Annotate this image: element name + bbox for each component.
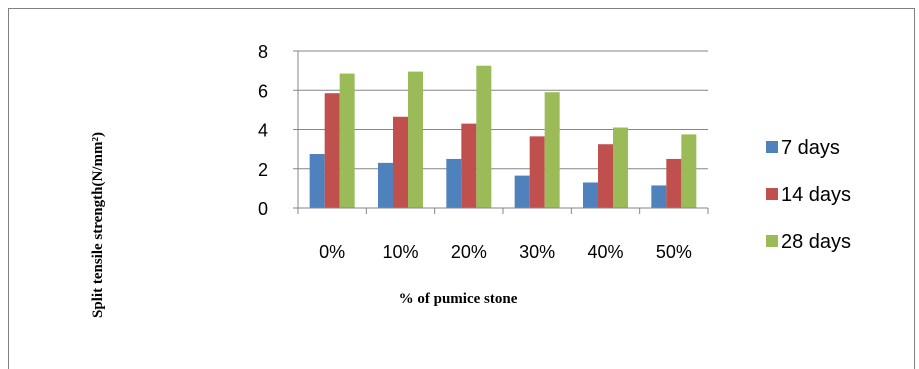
legend-swatch bbox=[766, 141, 778, 153]
legend-label: 28 days bbox=[781, 231, 851, 253]
bar-7-days-40pct bbox=[583, 182, 598, 208]
bar-7-days-30pct bbox=[514, 175, 530, 208]
bar-7-days-0pct bbox=[309, 154, 325, 208]
bar-28-days-40pct bbox=[613, 127, 628, 208]
x-axis-label: % of pumice stone bbox=[399, 291, 518, 307]
bar-28-days-50pct bbox=[681, 134, 697, 208]
y-tick-label: 8 bbox=[258, 42, 268, 62]
gridlines bbox=[298, 50, 708, 170]
bar-28-days-10pct bbox=[408, 71, 423, 208]
bar-28-days-0pct bbox=[339, 73, 355, 208]
y-tick-label: 0 bbox=[258, 199, 268, 219]
y-tick-label: 2 bbox=[258, 160, 268, 180]
bar-7-days-50pct bbox=[651, 185, 667, 208]
legend-swatch bbox=[766, 235, 778, 247]
x-tick-label: 10% bbox=[382, 242, 418, 262]
bar-14-days-20pct bbox=[461, 123, 477, 208]
x-tick-label: 30% bbox=[519, 242, 555, 262]
legend: 7 days 14 days 28 days bbox=[766, 137, 851, 253]
bar-14-days-50pct bbox=[666, 158, 682, 208]
x-tick-label: 0% bbox=[319, 242, 345, 262]
y-tick-label: 6 bbox=[258, 81, 268, 101]
y-tick-label: 4 bbox=[258, 121, 268, 141]
bar-28-days-20pct bbox=[476, 65, 492, 208]
y-axis-label: Split tensile strength(N/mm²) bbox=[90, 132, 106, 318]
legend-label: 7 days bbox=[781, 137, 840, 159]
x-tick-label: 40% bbox=[587, 242, 623, 262]
bar-14-days-40pct bbox=[598, 144, 613, 208]
legend-swatch bbox=[766, 188, 778, 200]
axes bbox=[293, 50, 709, 214]
chart-frame bbox=[8, 8, 915, 369]
bar-14-days-10pct bbox=[393, 116, 408, 208]
x-tick-label: 20% bbox=[451, 242, 487, 262]
bar-7-days-20pct bbox=[446, 158, 462, 208]
x-tick-label: 50% bbox=[656, 242, 692, 262]
bar-7-days-10pct bbox=[378, 162, 393, 208]
bars bbox=[309, 65, 697, 208]
bar-14-days-0pct bbox=[324, 93, 340, 208]
bar-28-days-30pct bbox=[544, 92, 560, 208]
legend-label: 14 days bbox=[781, 184, 851, 206]
y-tick-labels: 0 2 4 6 8 bbox=[258, 42, 268, 219]
bar-14-days-30pct bbox=[529, 136, 545, 208]
x-tick-labels: 0% 10% 20% 30% 40% 50% bbox=[319, 242, 692, 262]
